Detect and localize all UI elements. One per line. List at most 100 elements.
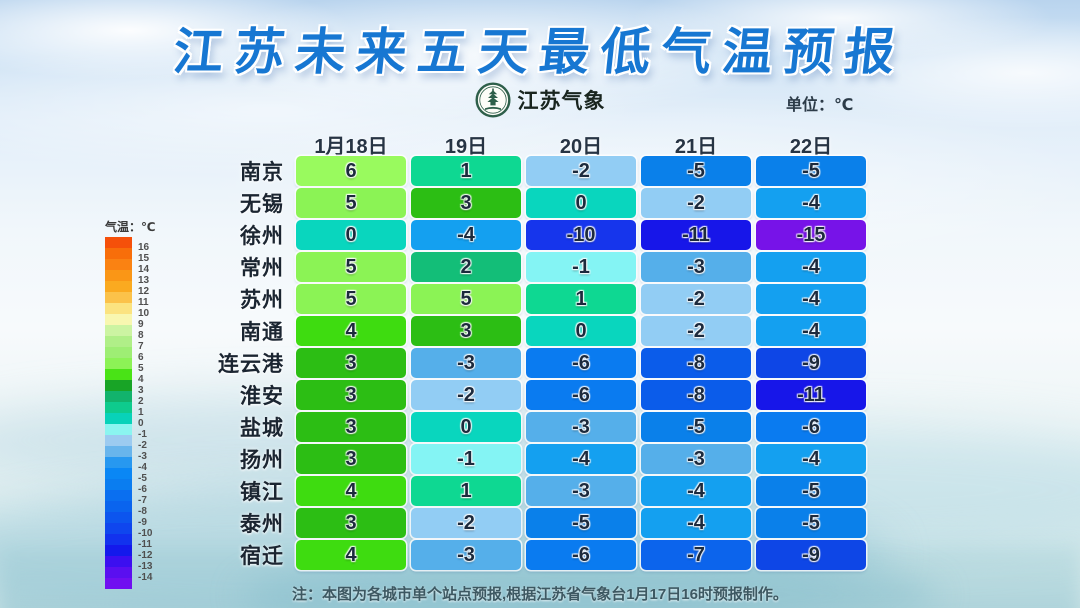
legend-color-block xyxy=(105,402,132,413)
temperature-cell: 3 xyxy=(296,380,406,410)
table-row: 徐州 0 -4 -10 -11 -15 xyxy=(184,220,866,250)
temperature-cell: 5 xyxy=(296,284,406,314)
city-label: 南京 xyxy=(240,161,284,184)
temperature-cell: 5 xyxy=(296,188,406,218)
city-label: 宿迁 xyxy=(240,545,284,568)
legend-tick-label: 15 xyxy=(138,253,150,264)
legend-tick-label: 9 xyxy=(138,319,144,330)
temperature-cell: -3 xyxy=(641,252,751,282)
legend-tick-label: 16 xyxy=(138,242,150,253)
legend-color-block xyxy=(105,479,132,490)
temperature-cell: 6 xyxy=(296,156,406,186)
temperature-cell: 3 xyxy=(411,188,521,218)
temperature-cell: -2 xyxy=(641,188,751,218)
legend-color-block xyxy=(105,567,132,578)
table-row: 盐城 3 0 -3 -5 -6 xyxy=(184,412,866,442)
legend-tick-label: -4 xyxy=(138,462,147,473)
legend-color-block xyxy=(105,237,132,248)
date-header-cell: 19日 xyxy=(444,136,488,158)
legend-tick-label: -14 xyxy=(138,572,153,583)
table-row: 南通 4 3 0 -2 -4 xyxy=(184,316,866,346)
legend-tick-label: 3 xyxy=(138,385,144,396)
temperature-cell: 1 xyxy=(411,476,521,506)
city-label: 连云港 xyxy=(218,353,284,376)
legend-tick-label: 2 xyxy=(138,396,144,407)
footer-note: 注：本图为各城市单个站点预报,根据江苏省气象台1月17日16时预报制作。 xyxy=(292,586,788,603)
temperature-cell: 3 xyxy=(296,412,406,442)
legend-color-block xyxy=(105,358,132,369)
legend-color-block xyxy=(105,380,132,391)
legend-color-block xyxy=(105,534,132,545)
temperature-cell: 3 xyxy=(296,508,406,538)
temperature-cell: 5 xyxy=(411,284,521,314)
legend-color-block xyxy=(105,292,132,303)
table-row: 南京 6 1 -2 -5 -5 xyxy=(184,156,866,186)
temperature-cell: -5 xyxy=(641,412,751,442)
temperature-cell: 0 xyxy=(526,316,636,346)
legend-color-block xyxy=(105,545,132,556)
legend-tick-label: 8 xyxy=(138,330,144,341)
temperature-cell: -8 xyxy=(641,348,751,378)
table-row: 连云港 3 -3 -6 -8 -9 xyxy=(184,348,866,378)
temperature-cell: -3 xyxy=(411,348,521,378)
legend-tick-label: 1 xyxy=(138,407,144,418)
temperature-cell: -8 xyxy=(641,380,751,410)
temperature-cell: -2 xyxy=(641,316,751,346)
temperature-cell: -4 xyxy=(756,188,866,218)
temperature-cell: -4 xyxy=(756,252,866,282)
legend-color-block xyxy=(105,578,132,589)
legend-color-block xyxy=(105,314,132,325)
legend-tick-label: -12 xyxy=(138,550,153,561)
table-row: 泰州 3 -2 -5 -4 -5 xyxy=(184,508,866,538)
temperature-cell: 5 xyxy=(296,252,406,282)
temperature-cell: 4 xyxy=(296,476,406,506)
legend-color-block xyxy=(105,435,132,446)
legend-tick-label: 13 xyxy=(138,275,150,286)
legend-color-block xyxy=(105,512,132,523)
legend-tick-label: -9 xyxy=(138,517,147,528)
table-row: 苏州 5 5 1 -2 -4 xyxy=(184,284,866,314)
legend-tick-label: -8 xyxy=(138,506,147,517)
legend-color-block xyxy=(105,369,132,380)
legend-tick-label: -1 xyxy=(138,429,147,440)
temperature-cell: -4 xyxy=(411,220,521,250)
temperature-cell: 3 xyxy=(296,444,406,474)
temperature-cell: -3 xyxy=(641,444,751,474)
legend-color-block xyxy=(105,336,132,347)
legend-tick-label: 4 xyxy=(138,374,144,385)
temperature-cell: -7 xyxy=(641,540,751,570)
temperature-cell: 0 xyxy=(526,188,636,218)
temperature-cell: 0 xyxy=(411,412,521,442)
temperature-cell: 3 xyxy=(411,316,521,346)
legend-color-block xyxy=(105,391,132,402)
temperature-cell: -5 xyxy=(756,476,866,506)
temperature-cell: -3 xyxy=(526,412,636,442)
temperature-cell: 1 xyxy=(526,284,636,314)
date-header-cell: 20日 xyxy=(559,136,603,158)
legend-tick-label: 10 xyxy=(138,308,150,319)
legend-tick-label: -7 xyxy=(138,495,147,506)
temperature-cell: -4 xyxy=(756,444,866,474)
city-label: 徐州 xyxy=(240,225,284,248)
temperature-cell: -6 xyxy=(756,412,866,442)
temperature-cell: 4 xyxy=(296,316,406,346)
city-label: 苏州 xyxy=(240,289,284,312)
date-header-cell: 1月18日 xyxy=(314,136,388,158)
legend-color-block xyxy=(105,490,132,501)
temperature-cell: -4 xyxy=(526,444,636,474)
temperature-cell: -5 xyxy=(756,156,866,186)
temperature-cell: -3 xyxy=(526,476,636,506)
agency-logo: 江苏气象 xyxy=(0,82,1080,118)
legend-color-block xyxy=(105,259,132,270)
date-header-cell: 22日 xyxy=(789,136,833,158)
legend-color-block xyxy=(105,556,132,567)
legend-tick-label: 14 xyxy=(138,264,150,275)
legend-tick-label: -10 xyxy=(138,528,153,539)
temperature-cell: -5 xyxy=(641,156,751,186)
legend-color-block xyxy=(105,413,132,424)
temperature-cell: -4 xyxy=(641,476,751,506)
temperature-cell: -5 xyxy=(526,508,636,538)
legend-tick-label: 12 xyxy=(138,286,150,297)
table-row: 扬州 3 -1 -4 -3 -4 xyxy=(184,444,866,474)
